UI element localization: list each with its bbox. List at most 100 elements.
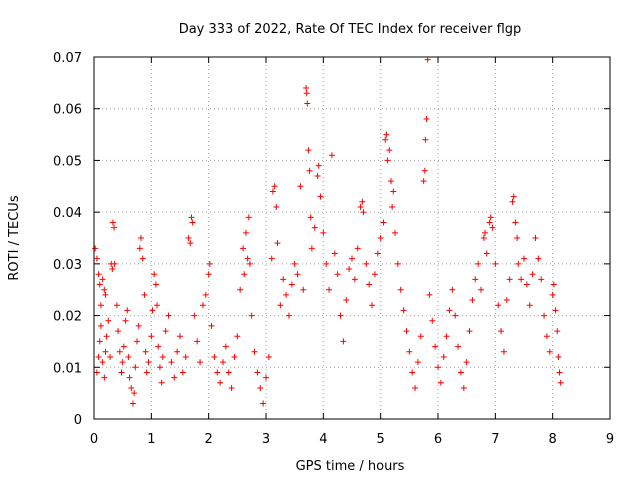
- data-point: [380, 219, 387, 226]
- data-point: [509, 198, 516, 205]
- data-point: [132, 364, 139, 371]
- x-tick-label: 6: [434, 432, 442, 447]
- data-point: [119, 359, 126, 366]
- data-point: [403, 328, 410, 335]
- data-point: [217, 379, 224, 386]
- data-point: [135, 322, 142, 329]
- data-point: [254, 369, 261, 376]
- data-point: [397, 286, 404, 293]
- data-point: [96, 281, 103, 288]
- data-point: [315, 162, 322, 169]
- data-point: [557, 379, 564, 386]
- data-point: [222, 343, 229, 350]
- data-point: [187, 240, 194, 247]
- data-point: [141, 291, 148, 298]
- data-point: [228, 384, 235, 391]
- data-point: [303, 85, 310, 92]
- data-point: [116, 348, 123, 355]
- data-point: [101, 286, 108, 293]
- data-point: [550, 281, 557, 288]
- data-point: [307, 214, 314, 221]
- tick-labels: 0 1 2 3 4 5 6 7 8 9 0 0.01 0.02 0.03 0.04 0.05 0.06 0.07: [53, 51, 614, 447]
- data-point: [177, 333, 183, 340]
- data-point: [424, 56, 431, 63]
- data-point: [97, 322, 104, 329]
- data-point: [115, 328, 122, 335]
- data-point: [211, 353, 218, 360]
- data-point: [482, 229, 489, 236]
- data-point: [521, 255, 527, 262]
- data-point: [314, 172, 321, 179]
- data-point: [429, 317, 436, 324]
- data-point: [334, 271, 341, 278]
- data-point: [142, 348, 149, 355]
- data-point: [337, 312, 344, 319]
- data-point: [149, 307, 156, 314]
- data-point: [535, 255, 542, 262]
- data-point: [111, 224, 118, 231]
- data-point: [359, 198, 366, 205]
- data-point: [323, 260, 330, 267]
- data-point: [423, 116, 430, 123]
- data-point: [95, 271, 102, 278]
- data-point: [283, 291, 290, 298]
- data-point: [122, 317, 129, 324]
- data-point: [506, 276, 513, 283]
- data-point: [515, 260, 522, 267]
- data-point: [523, 281, 530, 288]
- data-point: [202, 291, 209, 298]
- data-point: [148, 333, 155, 340]
- data-point: [371, 271, 378, 278]
- data-point: [131, 390, 138, 397]
- y-tick-label: 0.03: [53, 258, 82, 273]
- data-point: [538, 276, 545, 283]
- data-point: [469, 297, 476, 304]
- data-point: [294, 271, 301, 278]
- data-point: [240, 245, 247, 252]
- data-point: [93, 255, 100, 262]
- data-points: [92, 56, 564, 407]
- data-point: [92, 245, 99, 252]
- data-point: [409, 369, 416, 376]
- data-point: [349, 255, 355, 262]
- data-point: [463, 359, 470, 366]
- data-point: [97, 302, 104, 309]
- data-point: [128, 384, 135, 391]
- data-point: [95, 353, 102, 360]
- y-tick-label: 0.05: [53, 154, 82, 169]
- data-point: [472, 276, 479, 283]
- x-tick-label: 1: [147, 432, 155, 447]
- data-point: [412, 384, 419, 391]
- data-point: [492, 260, 499, 267]
- data-point: [554, 328, 561, 335]
- data-point: [109, 266, 116, 273]
- data-point: [495, 302, 502, 309]
- data-point: [546, 348, 553, 355]
- data-point: [555, 353, 562, 360]
- data-point: [129, 400, 136, 407]
- data-point: [400, 307, 407, 314]
- data-point: [99, 359, 106, 366]
- data-point: [220, 359, 226, 366]
- data-point: [107, 353, 114, 360]
- data-point: [449, 286, 456, 293]
- data-point: [487, 214, 494, 221]
- data-point: [386, 147, 393, 154]
- data-point: [168, 359, 175, 366]
- data-point: [384, 157, 391, 164]
- data-point: [510, 193, 517, 200]
- data-point: [452, 312, 459, 319]
- data-point: [93, 369, 100, 376]
- data-point: [369, 302, 376, 309]
- data-point: [518, 276, 525, 283]
- data-point: [102, 348, 109, 355]
- data-point: [303, 90, 310, 97]
- data-point: [125, 353, 132, 360]
- data-point: [541, 312, 548, 319]
- data-point: [426, 291, 433, 298]
- axis-ticks: [93, 56, 611, 420]
- plot-frame: [93, 56, 611, 420]
- y-tick-label: 0.01: [53, 361, 82, 376]
- data-point: [480, 235, 487, 241]
